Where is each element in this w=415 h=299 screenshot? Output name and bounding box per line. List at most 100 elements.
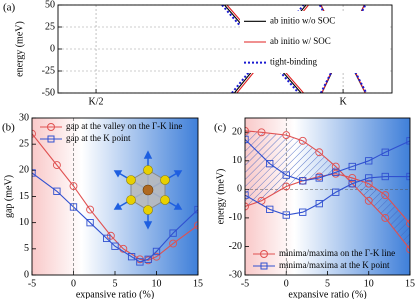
point — [364, 179, 373, 188]
point — [69, 182, 78, 190]
x-axis-label: expansive ratio (%) — [288, 289, 366, 299]
legend: minima/maxima on the Γ-K line minima/maxi… — [253, 248, 395, 270]
point — [348, 173, 357, 182]
point — [381, 191, 390, 200]
point — [348, 180, 356, 188]
point — [69, 203, 78, 211]
point — [365, 174, 373, 182]
y-tick-label: 30 — [19, 112, 29, 123]
point — [53, 187, 61, 195]
legend-marker — [47, 135, 55, 143]
point — [169, 239, 178, 248]
point — [332, 188, 340, 196]
y-tick-label: 5 — [24, 243, 29, 254]
plot-frame — [244, 117, 411, 276]
point — [245, 202, 249, 211]
x-tick-label: -5 — [241, 278, 249, 289]
y-tick-label: -20 — [229, 241, 242, 252]
x-tick-label: 5 — [325, 278, 330, 289]
plot-frame — [31, 117, 199, 276]
point — [52, 161, 61, 170]
point — [406, 245, 410, 254]
legend-label: minima/maxima at the K point — [279, 260, 390, 270]
point — [103, 234, 111, 243]
x-tick-label: 10 — [152, 278, 162, 289]
y-tick-label: -30 — [229, 269, 242, 280]
legend-marker — [47, 123, 55, 131]
y-tick-label: 0 — [237, 184, 242, 195]
y-tick-label: 0 — [24, 269, 29, 280]
x-tick-label: K — [339, 96, 347, 107]
legend-label: ab initio w/o SOC — [270, 15, 335, 25]
point — [332, 168, 340, 176]
y-tick-label: -50 — [42, 87, 55, 98]
point — [299, 208, 307, 216]
y-tick-label: 15 — [19, 191, 29, 202]
panel-label: (b) — [2, 122, 15, 134]
point — [365, 157, 373, 165]
point — [315, 148, 324, 157]
point — [86, 219, 94, 227]
point — [298, 136, 307, 145]
y-tick-label: 50 — [45, 0, 55, 10]
legend-label: ab initio w/ SOC — [270, 36, 331, 46]
y-tick-label: 25 — [45, 21, 55, 32]
point — [266, 160, 274, 168]
y-axis-label: energy (meV) — [215, 169, 226, 225]
y-tick-label: 20 — [232, 127, 242, 138]
point — [169, 229, 177, 237]
x-tick-label: 0 — [284, 278, 289, 289]
y-axis-label: energy (meV) — [14, 21, 25, 77]
x-axis-label: expansive ratio (%) — [76, 289, 154, 299]
point — [381, 172, 389, 181]
legend: gap at the valley on the Γ-K line gap at … — [40, 121, 182, 143]
panel-label: (c) — [214, 122, 227, 134]
point — [348, 162, 356, 171]
point — [282, 171, 290, 179]
x-tick-label: -5 — [28, 278, 36, 289]
point — [282, 182, 291, 191]
legend-label: minima/maxima on the Γ-K line — [279, 248, 395, 258]
point — [32, 169, 36, 177]
series-line — [245, 139, 410, 182]
point — [266, 205, 274, 213]
point — [86, 205, 95, 214]
point — [315, 199, 323, 208]
plot-frame — [57, 4, 393, 94]
point — [152, 247, 161, 256]
point — [136, 258, 144, 266]
legend: ab initio w/o SOC ab initio w/ SOC tight-b… — [240, 11, 390, 73]
x-tick-label: 5 — [113, 278, 118, 289]
legend-label: tight-binding — [270, 57, 317, 67]
legend-marker — [260, 262, 268, 270]
series-line — [245, 130, 410, 250]
point — [194, 221, 198, 230]
point — [106, 231, 115, 240]
point — [299, 177, 307, 185]
point — [381, 213, 390, 222]
legend-marker — [260, 250, 268, 258]
x-tick-label: K/2 — [89, 96, 104, 107]
y-tick-label: 10 — [232, 155, 242, 166]
y-tick-label: -25 — [42, 65, 55, 76]
plot-area — [245, 126, 410, 254]
point — [406, 219, 410, 228]
y-tick-label: -10 — [229, 212, 242, 223]
hatched-region — [245, 130, 410, 250]
panel: -5 0 5 10 15 -30 -20 -10 0 10 20 (c) energy (meV) exp… — [214, 117, 415, 299]
y-tick-label: 20 — [19, 165, 29, 176]
x-tick-label: 0 — [71, 278, 76, 289]
x-tick-label: 15 — [193, 278, 203, 289]
plot-background — [32, 118, 198, 275]
point — [32, 129, 36, 138]
point — [194, 205, 198, 214]
y-tick-label: 25 — [19, 138, 29, 149]
point — [315, 174, 323, 182]
point — [152, 252, 161, 261]
y-tick-label: 10 — [19, 217, 29, 228]
point — [364, 196, 373, 205]
legend-label: gap at the valley on the Γ-K line — [66, 121, 182, 131]
x-tick-label: 10 — [364, 278, 374, 289]
